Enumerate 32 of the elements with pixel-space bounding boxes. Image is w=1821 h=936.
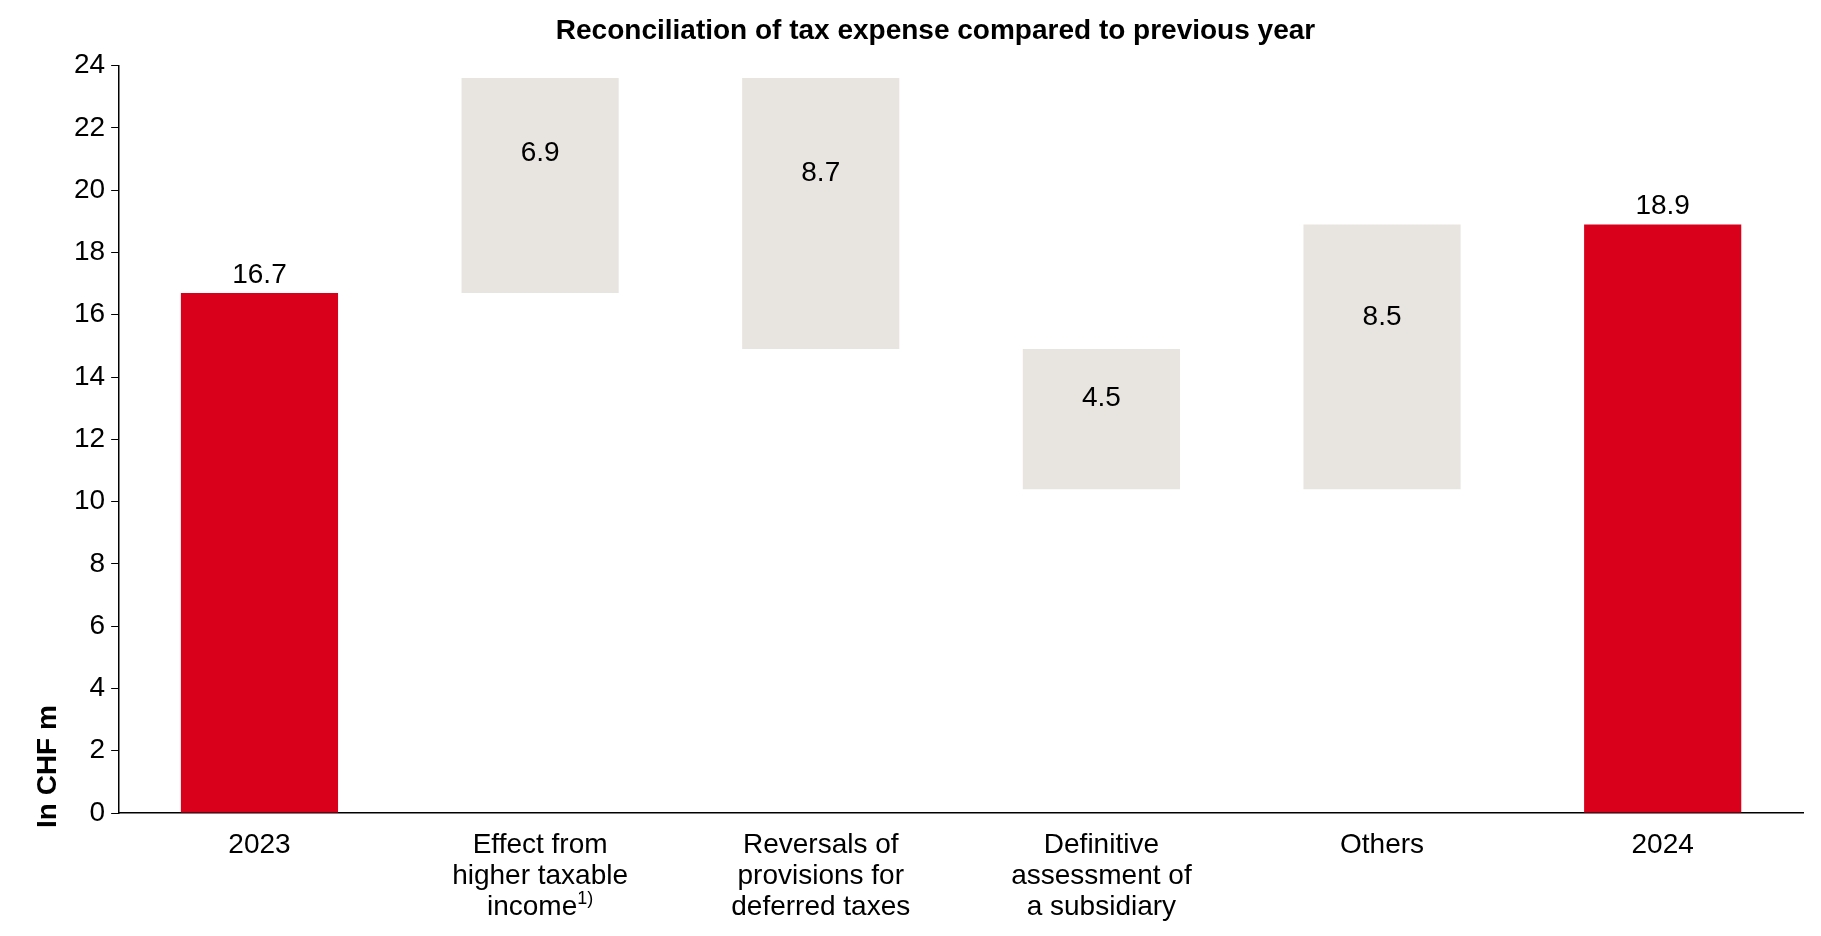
y-tick-label: 8 bbox=[89, 546, 106, 578]
data-label: 8.5 bbox=[1362, 299, 1402, 331]
y-tick-label: 10 bbox=[73, 484, 106, 516]
data-label: 8.7 bbox=[801, 155, 841, 187]
y-axis-title: In CHF m bbox=[30, 705, 62, 828]
chart-title: Reconciliation of tax expense compared to previous year bbox=[555, 13, 1316, 45]
y-tick-label: 16 bbox=[73, 297, 106, 329]
y-tick-label: 4 bbox=[89, 671, 106, 703]
category-label: Definitive assessment of a subsidiary bbox=[1011, 828, 1192, 921]
bar bbox=[742, 78, 900, 349]
bar bbox=[1584, 224, 1742, 813]
category-label: Reversals of provisions for deferred taxes bbox=[731, 828, 911, 921]
y-tick-label: 24 bbox=[73, 48, 106, 80]
data-label: 16.7 bbox=[232, 257, 287, 289]
y-tick-label: 0 bbox=[89, 795, 106, 827]
y-tick-label: 14 bbox=[73, 359, 106, 391]
data-label: 4.5 bbox=[1081, 380, 1121, 412]
bar bbox=[1303, 224, 1461, 490]
bar bbox=[1022, 348, 1180, 490]
bar bbox=[461, 78, 619, 293]
bar bbox=[180, 292, 339, 813]
y-tick-label: 12 bbox=[73, 422, 106, 454]
data-label: 6.9 bbox=[520, 135, 560, 167]
x-tick-label: 2023 bbox=[228, 828, 291, 859]
y-tick-label: 22 bbox=[73, 110, 106, 142]
x-tick-label: Others bbox=[1340, 828, 1425, 859]
y-tick-label: 20 bbox=[73, 172, 106, 204]
y-tick-label: 6 bbox=[89, 608, 106, 640]
x-tick-label: 2024 bbox=[1631, 828, 1694, 859]
data-label: 18.9 bbox=[1635, 189, 1690, 221]
y-tick-label: 18 bbox=[73, 235, 106, 267]
y-tick-label: 2 bbox=[89, 733, 106, 765]
